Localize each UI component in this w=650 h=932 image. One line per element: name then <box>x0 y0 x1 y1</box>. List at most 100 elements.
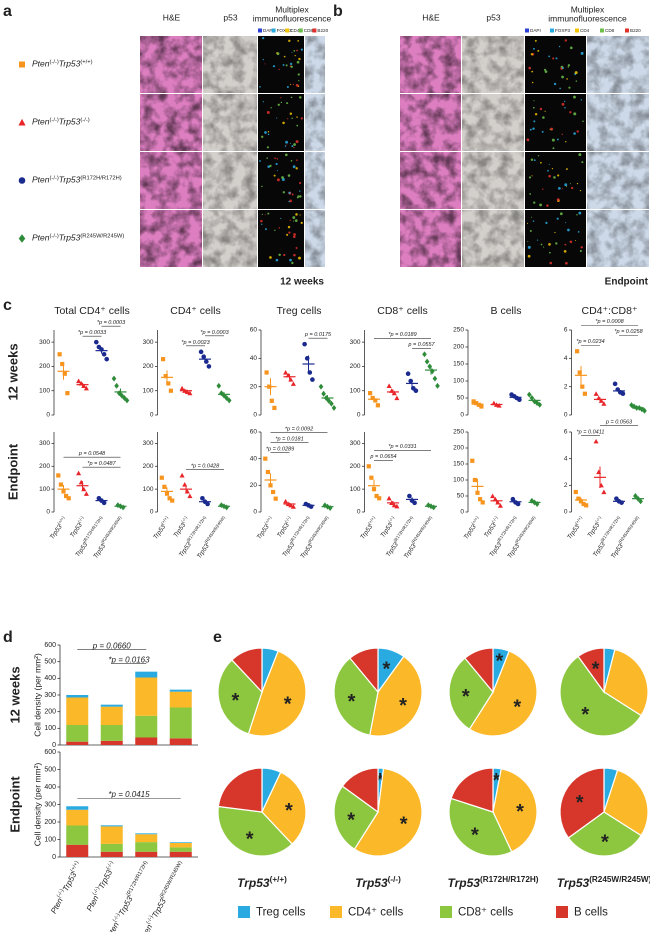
significance-asterisk: * <box>513 697 521 719</box>
micrograph-texture <box>203 152 257 209</box>
dot-marker <box>394 503 400 509</box>
dot-marker <box>124 397 130 404</box>
genotype-superscript: (R245W/R245W) <box>159 860 184 900</box>
channel-name: CD8 <box>605 28 615 33</box>
y-tick-label: 100 <box>44 836 56 843</box>
y-tick-label: 0 <box>46 509 50 516</box>
pie-slice <box>349 647 379 694</box>
fluorescence-speck <box>556 217 559 220</box>
bar-segment <box>135 833 158 835</box>
y-tick-label: 0 <box>357 509 361 516</box>
gene-name: Trp53 <box>61 870 79 893</box>
fluorescence-speck <box>290 96 293 99</box>
significance-asterisk: * <box>581 704 589 726</box>
dot-marker <box>56 473 61 478</box>
dot-marker <box>575 349 580 354</box>
micrograph-texture <box>587 36 649 93</box>
p-value: p = 0.0660 <box>92 641 132 650</box>
y-tick-label: 200 <box>39 363 50 370</box>
y-tick-label: 100 <box>39 387 50 394</box>
gene-name: Trp53 <box>483 521 498 539</box>
gene-name: Pten <box>32 117 50 127</box>
significance-asterisk: * <box>576 792 584 814</box>
fluorescence-speck <box>286 102 289 105</box>
fluorescence-speck <box>299 214 301 216</box>
genotype-superscript: (R172H/R172H) <box>126 860 150 897</box>
gene-name: Pten <box>32 59 50 69</box>
fluorescence-speck <box>291 261 294 265</box>
fluorescence-speck <box>296 159 298 161</box>
genotype-superscript: (+/+) <box>573 514 583 525</box>
gene-name: Trp53 <box>609 542 624 560</box>
bar-segment <box>100 725 123 741</box>
fluorescence-speck <box>298 57 301 61</box>
fluorescence-speck <box>291 193 294 196</box>
bar-segment <box>66 725 89 742</box>
y-tick-label: 250 <box>453 327 464 334</box>
bar-segment <box>100 704 123 707</box>
dot-marker <box>83 385 89 391</box>
micrograph-texture <box>400 94 461 151</box>
dot-marker <box>179 385 185 391</box>
channel-name: CD4 <box>290 28 300 33</box>
bar-segment <box>135 737 158 745</box>
dot-marker <box>226 397 232 404</box>
fluorescence-speck <box>293 49 296 52</box>
y-tick-label: 0 <box>357 412 361 419</box>
fluorescence-speck <box>298 80 300 82</box>
fluorescence-speck <box>555 57 558 60</box>
micrograph <box>258 152 304 209</box>
dot-marker <box>57 352 62 357</box>
fluorescence-speck <box>288 191 291 194</box>
fluorescence-speck <box>269 164 272 167</box>
group-label: Trp53(-/-) <box>355 875 401 891</box>
dot-marker <box>478 497 483 502</box>
genotype-superscript: (R245W/R245W) <box>99 514 122 544</box>
fluorescence-speck <box>526 222 529 224</box>
y-tick-label: 300 <box>350 440 361 447</box>
pie-slice <box>450 767 494 813</box>
genotype-superscript: (-/-) <box>56 888 65 899</box>
fluorescence-speck <box>527 254 531 258</box>
dot-marker <box>582 391 587 396</box>
fluorescence-speck <box>549 261 553 265</box>
fluorescence-speck <box>575 239 577 242</box>
y-tick-label: 40 <box>250 455 258 462</box>
fluorescence-speck <box>561 102 565 106</box>
pie-slice <box>333 657 379 736</box>
y-tick-label: 60 <box>250 429 258 436</box>
dot-marker <box>526 391 532 398</box>
p-value: *p = 0.0415 <box>108 790 150 799</box>
fluorescence-speck <box>272 65 276 68</box>
genotype-superscript: (-/-) <box>490 514 498 523</box>
micrograph-texture <box>140 94 202 151</box>
group-label: Trp53(+/+) <box>357 514 379 540</box>
micrograph-texture <box>140 152 202 209</box>
fluorescence-speck <box>276 178 280 182</box>
micrograph-texture <box>305 210 325 267</box>
p-value: *p = 0.0008 <box>595 319 624 325</box>
pie-slice <box>577 647 605 694</box>
fluorescence-speck <box>540 243 543 246</box>
fluorescence-speck <box>576 213 578 216</box>
dot-marker <box>405 371 411 377</box>
p-value: *p = 0.0023 <box>181 340 210 346</box>
fluorescence-speck <box>288 231 291 234</box>
genotype-superscript: (R245W/R245W) <box>589 875 650 884</box>
y-tick-label: 2 <box>564 482 568 489</box>
gene-name: Trp53 <box>92 542 107 560</box>
pie-slice <box>567 811 642 857</box>
genotype-superscript: (-/-) <box>50 175 59 181</box>
fluorescence-speck <box>296 60 300 64</box>
gene-name: Pten <box>49 896 65 915</box>
pie-slice <box>341 767 379 814</box>
micrograph-texture <box>462 36 524 93</box>
fluorescence-speck <box>539 203 543 207</box>
fluorescence-speck <box>582 120 584 123</box>
fluorescence-speck <box>567 228 570 232</box>
dot-marker <box>601 401 607 406</box>
dot-marker <box>573 489 578 495</box>
gene-name: Trp53 <box>586 521 601 539</box>
y-tick-label: 100 <box>39 486 50 493</box>
fluorescence-speck <box>276 117 278 119</box>
